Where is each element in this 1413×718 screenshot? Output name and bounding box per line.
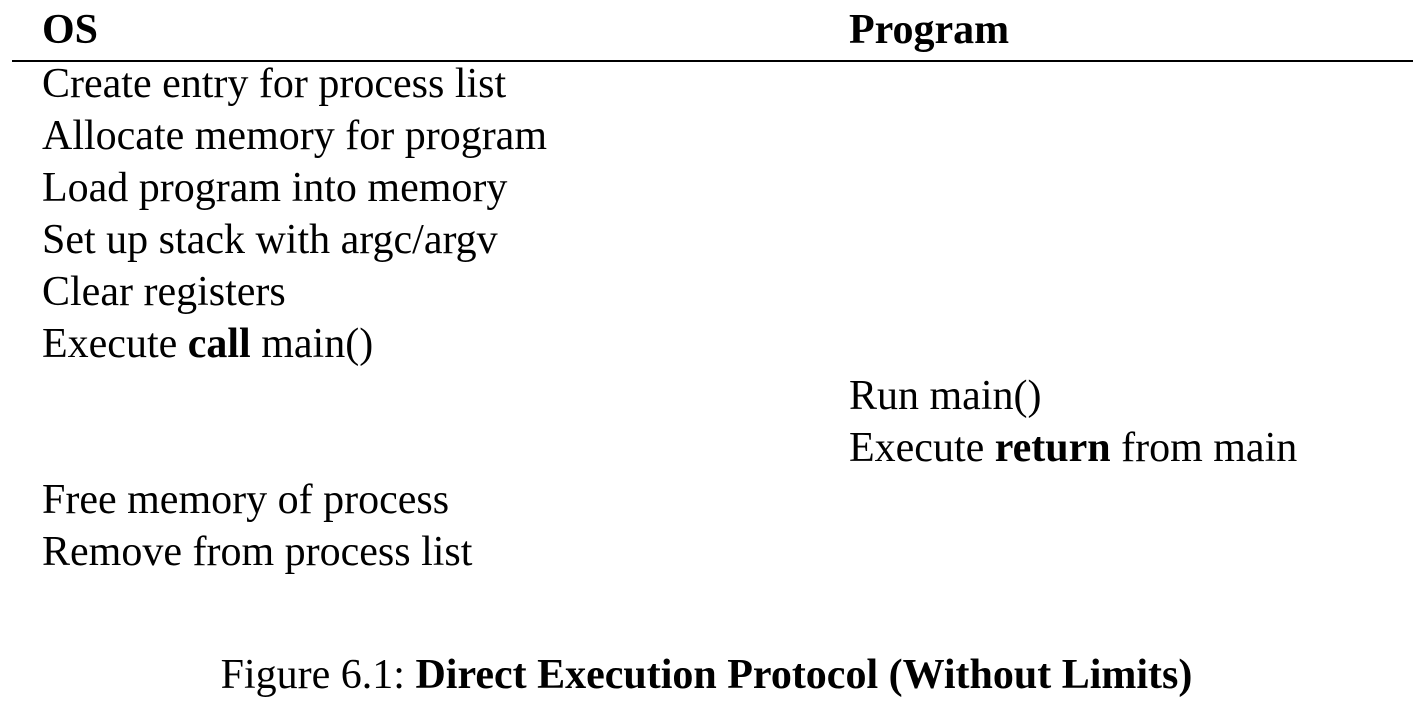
os-step: Allocate memory for program <box>42 113 547 159</box>
caption-label: Figure 6.1: <box>220 652 416 698</box>
os-step: Clear registers <box>42 269 286 315</box>
program-step: Run main() <box>849 373 1042 419</box>
os-step: Load program into memory <box>42 165 508 211</box>
os-step: Create entry for process list <box>42 61 507 107</box>
figure-caption: Figure 6.1: Direct Execution Protocol (W… <box>0 651 1413 699</box>
caption-title: Direct Execution Protocol (Without Limit… <box>415 652 1193 698</box>
os-step: Remove from process list <box>42 529 473 575</box>
os-step: Set up stack with argc/argv <box>42 217 498 263</box>
column-header-os: OS <box>42 7 99 53</box>
os-step: Free memory of process <box>42 477 450 523</box>
header-divider <box>12 60 1413 62</box>
os-step: Execute call main() <box>42 321 374 367</box>
column-header-program: Program <box>849 7 1010 53</box>
program-step: Execute return from main <box>849 425 1298 471</box>
